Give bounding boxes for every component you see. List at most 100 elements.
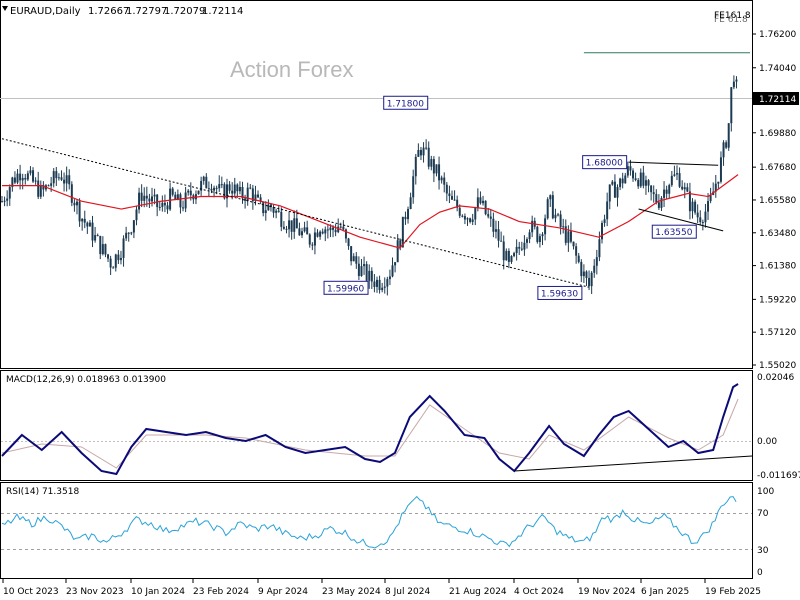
time-tick-label: 23 Nov 2023 — [66, 587, 124, 597]
candle-body — [691, 201, 694, 212]
candle-body — [391, 265, 394, 277]
candle-body — [350, 246, 353, 262]
candle-body — [21, 177, 24, 181]
price-tick-label: 1.76200 — [759, 30, 796, 40]
candle-body — [47, 185, 50, 187]
candle-body — [94, 235, 97, 241]
candle-body — [445, 184, 448, 194]
price-label-box — [383, 95, 429, 110]
candle-body — [644, 180, 647, 186]
price-trendline — [1, 138, 589, 288]
candle-body — [458, 207, 461, 216]
candle-body — [200, 180, 203, 191]
candle-body — [132, 220, 135, 233]
candle-body — [34, 180, 37, 182]
candle-body — [42, 184, 45, 190]
candle-body — [75, 201, 78, 206]
rsi-tick-100: 100 — [757, 487, 774, 497]
price-tick-label: 1.59220 — [759, 295, 796, 305]
candle-body — [140, 192, 143, 201]
candle-body — [629, 166, 632, 171]
candle-body — [688, 191, 691, 212]
candle-body — [500, 240, 503, 242]
watermark: Action Forex — [230, 57, 354, 82]
candle-body — [326, 229, 329, 231]
candle-body — [16, 173, 19, 183]
candle-body — [324, 229, 327, 234]
candle-body — [564, 226, 567, 243]
candle-body — [557, 214, 560, 216]
price-label-text: 1.68000 — [586, 159, 623, 169]
candle-body — [231, 190, 234, 194]
candle-body — [396, 240, 399, 263]
time-tick-label: 10 Oct 2023 — [3, 587, 59, 597]
candle-body — [169, 188, 172, 210]
candle-body — [681, 186, 684, 190]
candle-body — [347, 238, 350, 247]
rsi-panel-frame — [0, 482, 753, 579]
candle-body — [50, 183, 53, 186]
candle-body — [422, 147, 425, 156]
candle-body — [456, 199, 459, 208]
time-tick-label: 21 Aug 2024 — [449, 587, 507, 597]
candle-body — [569, 231, 572, 242]
candle-body — [386, 279, 389, 287]
macd-tick-zero: 0.00 — [757, 437, 777, 447]
candle-body — [717, 181, 720, 184]
candle-body — [360, 266, 363, 276]
price-panel-frame — [0, 0, 753, 369]
candle-body — [375, 279, 378, 287]
candle-body — [298, 228, 301, 236]
candle-body — [404, 216, 407, 220]
candle-body — [313, 232, 316, 246]
candle-body — [600, 222, 603, 240]
macd-panel-frame — [0, 370, 753, 481]
candle-body — [471, 219, 474, 222]
candle-body — [125, 232, 128, 239]
candle-body — [725, 142, 728, 148]
price-label-text: 1.63550 — [655, 228, 692, 238]
price-tick-label: 1.61380 — [759, 262, 796, 272]
candle-body — [510, 256, 513, 262]
symbol-label: EURAUD,Daily — [10, 6, 81, 17]
candle-body — [394, 262, 397, 266]
candle-body — [65, 175, 68, 184]
candle-body — [482, 200, 485, 204]
candle-body — [306, 227, 309, 235]
candle-body — [107, 254, 110, 259]
candle-body — [220, 184, 223, 186]
candle-body — [161, 202, 164, 207]
candle-body — [370, 270, 373, 282]
candle-body — [187, 190, 190, 193]
candle-body — [598, 239, 601, 258]
macd-signal-line — [1, 398, 739, 469]
rsi-title: RSI(14) 71.3518 — [6, 487, 79, 497]
candle-body — [476, 197, 479, 208]
candle-body — [163, 202, 166, 206]
candle-body — [525, 239, 528, 243]
candle-body — [238, 186, 241, 192]
time-tick-label: 23 May 2024 — [322, 587, 381, 597]
candle-body — [678, 173, 681, 187]
candle-body — [174, 194, 177, 200]
candle-body — [109, 258, 112, 268]
collapse-triangle-icon[interactable] — [2, 6, 8, 11]
time-tick-label: 23 Feb 2024 — [193, 587, 249, 597]
candle-body — [647, 180, 650, 186]
candle-body — [218, 184, 221, 189]
candle-body — [101, 244, 104, 255]
candle-body — [127, 232, 130, 234]
candle-body — [730, 87, 733, 124]
candle-body — [262, 201, 265, 214]
candle-body — [269, 204, 272, 208]
candle-body — [81, 218, 84, 222]
candle-body — [1, 201, 3, 203]
candle-body — [233, 184, 236, 194]
candle-body — [453, 199, 456, 201]
candle-body — [228, 184, 231, 191]
candle-body — [135, 209, 138, 221]
candle-body — [264, 210, 267, 214]
candle-body — [575, 246, 578, 256]
price-tick-label: 1.69880 — [759, 129, 796, 139]
